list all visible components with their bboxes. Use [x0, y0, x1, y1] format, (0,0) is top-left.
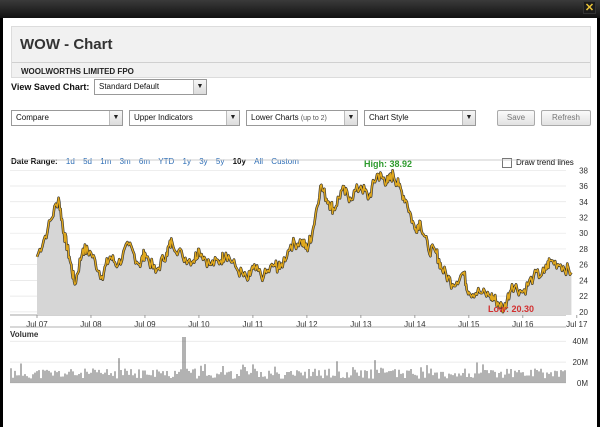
- price-x-tick-label: Jul 15: [458, 320, 480, 329]
- date-range-1d[interactable]: 1d: [65, 157, 75, 166]
- price-y-tick-label: 22: [579, 292, 588, 301]
- date-range-1m[interactable]: 1m: [100, 157, 112, 166]
- price-x-tick-label: Jul 12: [296, 320, 318, 329]
- date-range-3m[interactable]: 3m: [119, 157, 131, 166]
- lower-charts-hint: (up to 2): [300, 115, 327, 122]
- upper-indicators-select[interactable]: Upper Indicators ▼: [129, 110, 240, 126]
- volume-y-tick-label: 40M: [572, 337, 588, 346]
- date-range-all[interactable]: All: [254, 157, 264, 166]
- price-x-tick-label: Jul 10: [188, 320, 210, 329]
- date-range-10y[interactable]: 10y: [232, 157, 246, 166]
- trend-lines-checkbox[interactable]: [502, 158, 512, 168]
- chevron-down-icon: ▼: [193, 80, 206, 94]
- lower-charts-select[interactable]: Lower Charts (up to 2) ▼: [246, 110, 358, 126]
- volume-bars: [10, 337, 566, 383]
- price-y-tick-label: 38: [579, 166, 588, 175]
- compare-label: Compare: [16, 113, 49, 122]
- compare-select[interactable]: Compare ▼: [11, 110, 123, 126]
- price-y-ticks: 20 22 24 26 28 30 32 34 36 38: [579, 166, 588, 317]
- date-range-ytd[interactable]: YTD: [158, 157, 175, 166]
- window-title-bar: ✕: [0, 0, 600, 18]
- header-divider: [12, 62, 590, 63]
- date-range-5d[interactable]: 5d: [83, 157, 92, 166]
- volume-y-ticks: 40M 20M 0M: [572, 337, 588, 388]
- date-range-1y[interactable]: 1y: [182, 157, 191, 166]
- price-y-tick-label: 24: [579, 276, 588, 285]
- volume-y-tick-label: 0M: [577, 379, 588, 388]
- chevron-down-icon: ▼: [109, 111, 122, 125]
- low-annotation: Low: 20.30: [488, 304, 534, 314]
- chevron-down-icon: ▼: [344, 111, 357, 125]
- header: WOW - Chart WOOLWORTHS LIMITED FPO: [11, 26, 591, 78]
- price-x-tick-label: Jul 07: [26, 320, 48, 329]
- date-range-custom[interactable]: Custom: [271, 157, 299, 166]
- price-x-tick-label: Jul 13: [350, 320, 372, 329]
- chevron-down-icon: ▼: [226, 111, 239, 125]
- price-x-tick-label: Jul 16: [512, 320, 534, 329]
- date-range-3y[interactable]: 3y: [199, 157, 208, 166]
- saved-chart-label: View Saved Chart:: [11, 82, 90, 92]
- price-x-ticks: Jul 07 Jul 08 Jul 09 Jul 10 Jul 11 Jul 12 Jul …: [26, 315, 588, 329]
- price-y-tick-label: 28: [579, 245, 588, 254]
- price-x-tick-label: Jul 14: [404, 320, 426, 329]
- chart-style-label: Chart Style: [369, 113, 409, 122]
- price-x-tick-label: Jul 08: [80, 320, 102, 329]
- price-y-tick-label: 30: [579, 229, 588, 238]
- lower-charts-label: Lower Charts: [251, 113, 299, 122]
- price-x-tick-label: Jul 11: [243, 320, 264, 329]
- volume-label: Volume: [10, 330, 39, 339]
- close-icon[interactable]: ✕: [583, 1, 596, 14]
- chart-style-select[interactable]: Chart Style ▼: [364, 110, 476, 126]
- page-title: WOW - Chart: [20, 36, 113, 53]
- save-button[interactable]: Save: [497, 110, 535, 126]
- price-x-tick-label: Jul 09: [134, 320, 156, 329]
- price-y-tick-label: 20: [579, 308, 588, 317]
- upper-indicators-label: Upper Indicators: [134, 113, 193, 122]
- trend-lines-label: Draw trend lines: [516, 158, 574, 167]
- date-range-5y[interactable]: 5y: [215, 157, 225, 166]
- saved-chart-value: Standard Default: [99, 82, 160, 91]
- date-range-label: Date Range:: [11, 157, 58, 166]
- price-y-tick-label: 36: [579, 182, 588, 191]
- price-y-tick-label: 26: [579, 261, 588, 270]
- price-x-tick-label: Jul 17: [566, 320, 588, 329]
- date-range-6m[interactable]: 6m: [138, 157, 151, 166]
- volume-y-tick-label: 20M: [572, 358, 588, 367]
- company-name: WOOLWORTHS LIMITED FPO: [21, 67, 134, 76]
- chevron-down-icon: ▼: [462, 111, 475, 125]
- price-y-tick-label: 32: [579, 213, 588, 222]
- date-range-bar: Date Range: 1d 5d 1m 3m 6m YTD 1y 3y 5y …: [11, 157, 302, 166]
- price-line: [36, 169, 572, 313]
- chart-panel: WOW - Chart WOOLWORTHS LIMITED FPO View …: [0, 18, 600, 427]
- refresh-button[interactable]: Refresh: [541, 110, 591, 126]
- high-annotation: High: 38.92: [364, 159, 412, 169]
- saved-chart-select[interactable]: Standard Default ▼: [94, 79, 207, 95]
- price-y-tick-label: 34: [579, 198, 588, 207]
